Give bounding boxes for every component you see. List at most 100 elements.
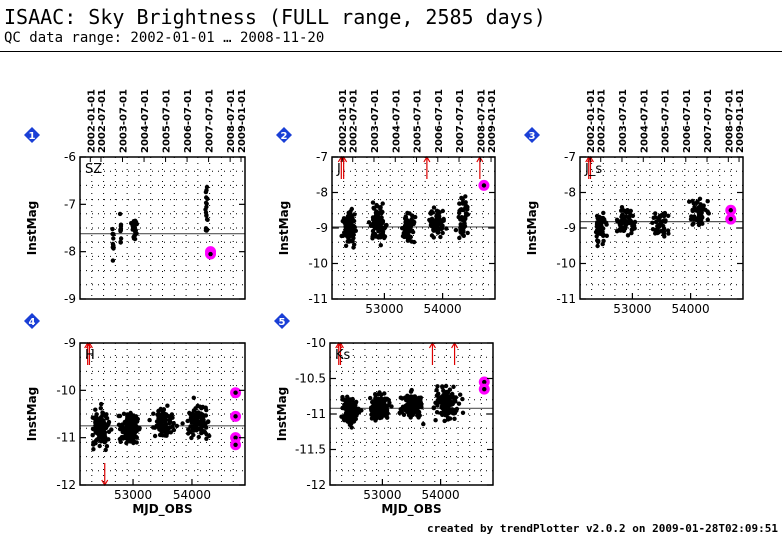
data-point bbox=[379, 211, 384, 216]
data-point bbox=[133, 425, 138, 431]
data-point bbox=[434, 216, 440, 221]
data-point bbox=[151, 411, 156, 416]
date-tick-label: 2008-07-01 bbox=[476, 89, 487, 153]
y-tick-label: -10 bbox=[306, 336, 326, 350]
date-tick-label: 2009-01-01 bbox=[237, 89, 248, 153]
y-axis-title: InstMag bbox=[525, 201, 539, 256]
y-axis-title: InstMag bbox=[25, 201, 39, 256]
y-tick-label: -11.5 bbox=[295, 443, 326, 457]
x-tick-label: 53000 bbox=[613, 302, 651, 316]
x-tick-label: 54000 bbox=[422, 488, 460, 502]
data-point bbox=[164, 427, 169, 432]
x-tick-label: 53000 bbox=[363, 488, 401, 502]
data-point bbox=[366, 220, 372, 225]
data-point bbox=[382, 226, 387, 231]
data-point bbox=[372, 231, 378, 237]
y-tick-label: -8 bbox=[64, 245, 76, 259]
data-point bbox=[121, 411, 127, 416]
data-point bbox=[378, 404, 383, 409]
data-point bbox=[154, 419, 160, 424]
data-point bbox=[666, 213, 671, 218]
data-point bbox=[124, 435, 130, 440]
data-point bbox=[462, 221, 467, 226]
data-point bbox=[457, 235, 462, 241]
data-point bbox=[433, 224, 438, 229]
data-point bbox=[598, 217, 603, 222]
y-tick-label: -6 bbox=[64, 150, 76, 164]
qc-data-range: QC data range: 2002-01-01 … 2008-11-20 bbox=[4, 30, 325, 46]
data-point bbox=[594, 213, 600, 219]
data-point bbox=[460, 396, 465, 402]
data-point bbox=[96, 437, 101, 442]
x-tick-label: 53000 bbox=[365, 302, 403, 316]
data-point bbox=[454, 406, 460, 412]
data-point bbox=[690, 222, 695, 227]
data-point bbox=[122, 420, 128, 426]
data-point bbox=[428, 219, 433, 225]
date-tick-label: 2008-07-01 bbox=[724, 89, 735, 153]
data-point bbox=[203, 200, 209, 205]
data-point bbox=[341, 397, 347, 402]
y-tick-label: -12 bbox=[56, 478, 76, 492]
data-point bbox=[191, 425, 196, 431]
data-point bbox=[205, 217, 210, 222]
date-tick-label: 2007-07-01 bbox=[455, 89, 466, 153]
date-tick-label: 2009-01-01 bbox=[487, 89, 498, 153]
data-point bbox=[445, 415, 451, 420]
data-point bbox=[389, 404, 394, 409]
data-point bbox=[380, 219, 386, 225]
data-point bbox=[99, 401, 104, 407]
data-point bbox=[398, 407, 403, 412]
data-point bbox=[405, 227, 410, 233]
data-point bbox=[406, 219, 411, 225]
data-point bbox=[382, 234, 388, 239]
data-point bbox=[233, 442, 238, 447]
date-tick-label: 2004-07-01 bbox=[639, 89, 650, 153]
data-point bbox=[158, 413, 163, 418]
data-point bbox=[368, 395, 373, 401]
date-tick-label: 2002-01-01 bbox=[86, 89, 97, 153]
data-point bbox=[440, 412, 445, 417]
data-point bbox=[342, 230, 347, 235]
data-point bbox=[343, 243, 349, 248]
panel-label: H bbox=[85, 348, 95, 363]
data-point bbox=[110, 258, 116, 263]
y-tick-label: -12 bbox=[306, 478, 326, 492]
data-point bbox=[431, 405, 436, 410]
data-point bbox=[104, 412, 109, 417]
data-point bbox=[657, 213, 662, 219]
date-tick-label: 2005-07-01 bbox=[162, 89, 173, 153]
x-axis-title: MJD_OBS bbox=[381, 502, 441, 517]
data-point bbox=[370, 221, 376, 226]
y-axis-title: InstMag bbox=[25, 387, 39, 442]
data-point bbox=[690, 198, 695, 204]
panel-badge-number: 4 bbox=[29, 317, 36, 328]
data-point bbox=[695, 199, 700, 204]
y-tick-label: -9 bbox=[64, 336, 76, 350]
data-point bbox=[129, 437, 135, 442]
data-point bbox=[624, 210, 629, 215]
data-point bbox=[452, 416, 457, 421]
data-point bbox=[379, 392, 384, 397]
y-tick-label: -10.5 bbox=[295, 372, 326, 386]
page-title: ISAAC: Sky Brightness (FULL range, 2585 … bbox=[4, 5, 546, 29]
data-point bbox=[348, 406, 353, 411]
data-point bbox=[482, 386, 487, 392]
data-point bbox=[601, 238, 606, 244]
data-point bbox=[104, 444, 110, 449]
data-point bbox=[166, 414, 172, 419]
y-tick-label: -8 bbox=[316, 186, 328, 200]
data-point bbox=[451, 384, 456, 389]
panel-label: J_s bbox=[584, 162, 602, 177]
data-point bbox=[617, 221, 623, 226]
data-point bbox=[460, 410, 466, 415]
data-point bbox=[598, 231, 604, 236]
data-point bbox=[457, 201, 462, 206]
data-point bbox=[374, 202, 379, 208]
data-point bbox=[158, 419, 163, 425]
data-point bbox=[351, 235, 356, 241]
data-point bbox=[409, 387, 414, 393]
data-point bbox=[110, 226, 115, 232]
data-point bbox=[375, 406, 380, 411]
